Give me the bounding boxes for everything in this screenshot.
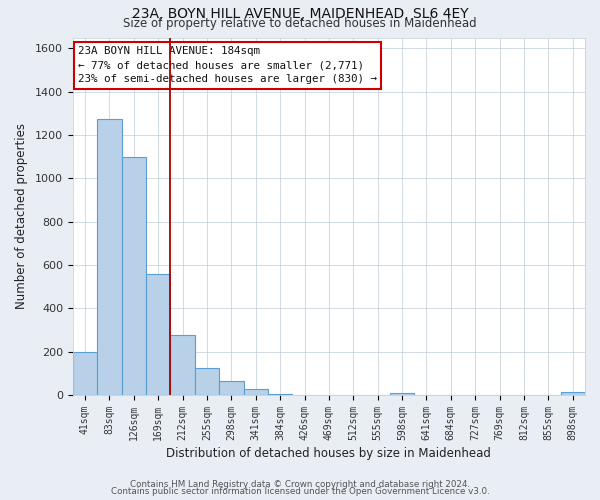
Bar bbox=[268, 394, 292, 395]
Bar bbox=[219, 381, 244, 395]
Text: Contains public sector information licensed under the Open Government Licence v3: Contains public sector information licen… bbox=[110, 487, 490, 496]
Bar bbox=[390, 394, 414, 395]
Text: Size of property relative to detached houses in Maidenhead: Size of property relative to detached ho… bbox=[123, 18, 477, 30]
Bar bbox=[73, 352, 97, 395]
X-axis label: Distribution of detached houses by size in Maidenhead: Distribution of detached houses by size … bbox=[166, 447, 491, 460]
Bar bbox=[146, 274, 170, 395]
Bar bbox=[122, 156, 146, 395]
Bar bbox=[97, 119, 122, 395]
Text: 23A BOYN HILL AVENUE: 184sqm
← 77% of detached houses are smaller (2,771)
23% of: 23A BOYN HILL AVENUE: 184sqm ← 77% of de… bbox=[78, 46, 377, 84]
Text: Contains HM Land Registry data © Crown copyright and database right 2024.: Contains HM Land Registry data © Crown c… bbox=[130, 480, 470, 489]
Bar bbox=[244, 388, 268, 395]
Y-axis label: Number of detached properties: Number of detached properties bbox=[15, 124, 28, 310]
Bar bbox=[170, 336, 195, 395]
Bar bbox=[195, 368, 219, 395]
Bar bbox=[560, 392, 585, 395]
Text: 23A, BOYN HILL AVENUE, MAIDENHEAD, SL6 4EY: 23A, BOYN HILL AVENUE, MAIDENHEAD, SL6 4… bbox=[131, 8, 469, 22]
